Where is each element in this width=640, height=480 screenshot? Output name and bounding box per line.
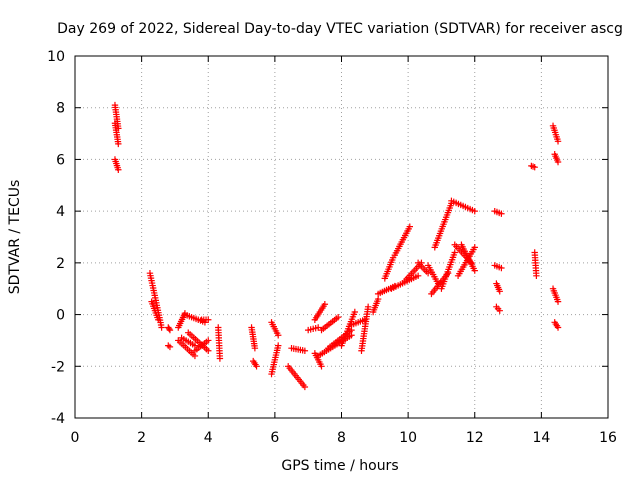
data-point bbox=[165, 325, 173, 332]
grid bbox=[75, 56, 608, 418]
x-tick-label: 8 bbox=[337, 430, 346, 446]
data-point bbox=[424, 270, 432, 277]
y-tick-label: 8 bbox=[56, 101, 65, 117]
data-point bbox=[414, 272, 422, 279]
x-tick-label: 10 bbox=[399, 430, 417, 446]
data-point bbox=[471, 244, 478, 251]
x-tick-label: 4 bbox=[204, 430, 213, 446]
data-point bbox=[115, 166, 122, 173]
y-tick-label: 0 bbox=[56, 308, 65, 324]
data-point bbox=[205, 337, 212, 344]
x-tick-label: 0 bbox=[71, 430, 80, 446]
data-point bbox=[451, 249, 458, 256]
x-axis-title: GPS time / hours bbox=[281, 458, 398, 474]
data-point bbox=[275, 332, 282, 339]
data-point bbox=[554, 158, 562, 166]
data-point bbox=[314, 324, 322, 331]
axis-ticks: 0 2 4 6 8 10 12 14 16 -4 -2 0 2 4 6 8 10 bbox=[47, 49, 617, 446]
data-point bbox=[554, 138, 562, 145]
data-point bbox=[498, 210, 505, 217]
y-axis-title: SDTVAR / TECUs bbox=[7, 180, 23, 295]
data-point bbox=[275, 342, 282, 349]
data-point bbox=[364, 303, 372, 311]
data-point bbox=[498, 264, 505, 272]
data-point bbox=[533, 272, 540, 279]
chart-title: Day 269 of 2022, Sidereal Day-to-day VTE… bbox=[57, 21, 623, 37]
data-point bbox=[496, 288, 503, 295]
data-point bbox=[158, 324, 165, 331]
data-point bbox=[115, 140, 122, 148]
data-point bbox=[301, 347, 309, 354]
data-point bbox=[216, 355, 224, 362]
y-tick-label: -2 bbox=[51, 359, 65, 375]
data-point bbox=[531, 163, 538, 171]
data-point bbox=[334, 313, 342, 321]
y-tick-label: 4 bbox=[56, 204, 65, 220]
data-point bbox=[155, 316, 162, 323]
data-point bbox=[351, 308, 359, 316]
data-point bbox=[471, 267, 478, 274]
data-point bbox=[496, 307, 503, 314]
data-point bbox=[321, 301, 329, 308]
data-point bbox=[166, 343, 174, 351]
data-point bbox=[471, 207, 478, 215]
y-tick-label: 2 bbox=[56, 256, 65, 272]
x-tick-label: 6 bbox=[270, 430, 279, 446]
x-tick-label: 14 bbox=[532, 430, 550, 446]
x-tick-label: 2 bbox=[137, 430, 146, 446]
data-point bbox=[554, 324, 562, 331]
y-tick-label: -4 bbox=[51, 411, 65, 427]
data-point bbox=[554, 298, 562, 305]
data-point bbox=[253, 363, 260, 370]
y-tick-label: 6 bbox=[56, 152, 65, 168]
data-point bbox=[318, 363, 325, 370]
data-point bbox=[406, 223, 413, 230]
data-point bbox=[251, 344, 259, 352]
x-tick-label: 16 bbox=[599, 430, 617, 446]
data-point bbox=[166, 326, 174, 334]
data-points bbox=[111, 101, 562, 391]
y-tick-label: 10 bbox=[47, 49, 65, 65]
data-point bbox=[205, 347, 212, 354]
x-tick-label: 12 bbox=[466, 430, 484, 446]
data-point bbox=[205, 316, 212, 323]
data-point bbox=[301, 383, 309, 391]
